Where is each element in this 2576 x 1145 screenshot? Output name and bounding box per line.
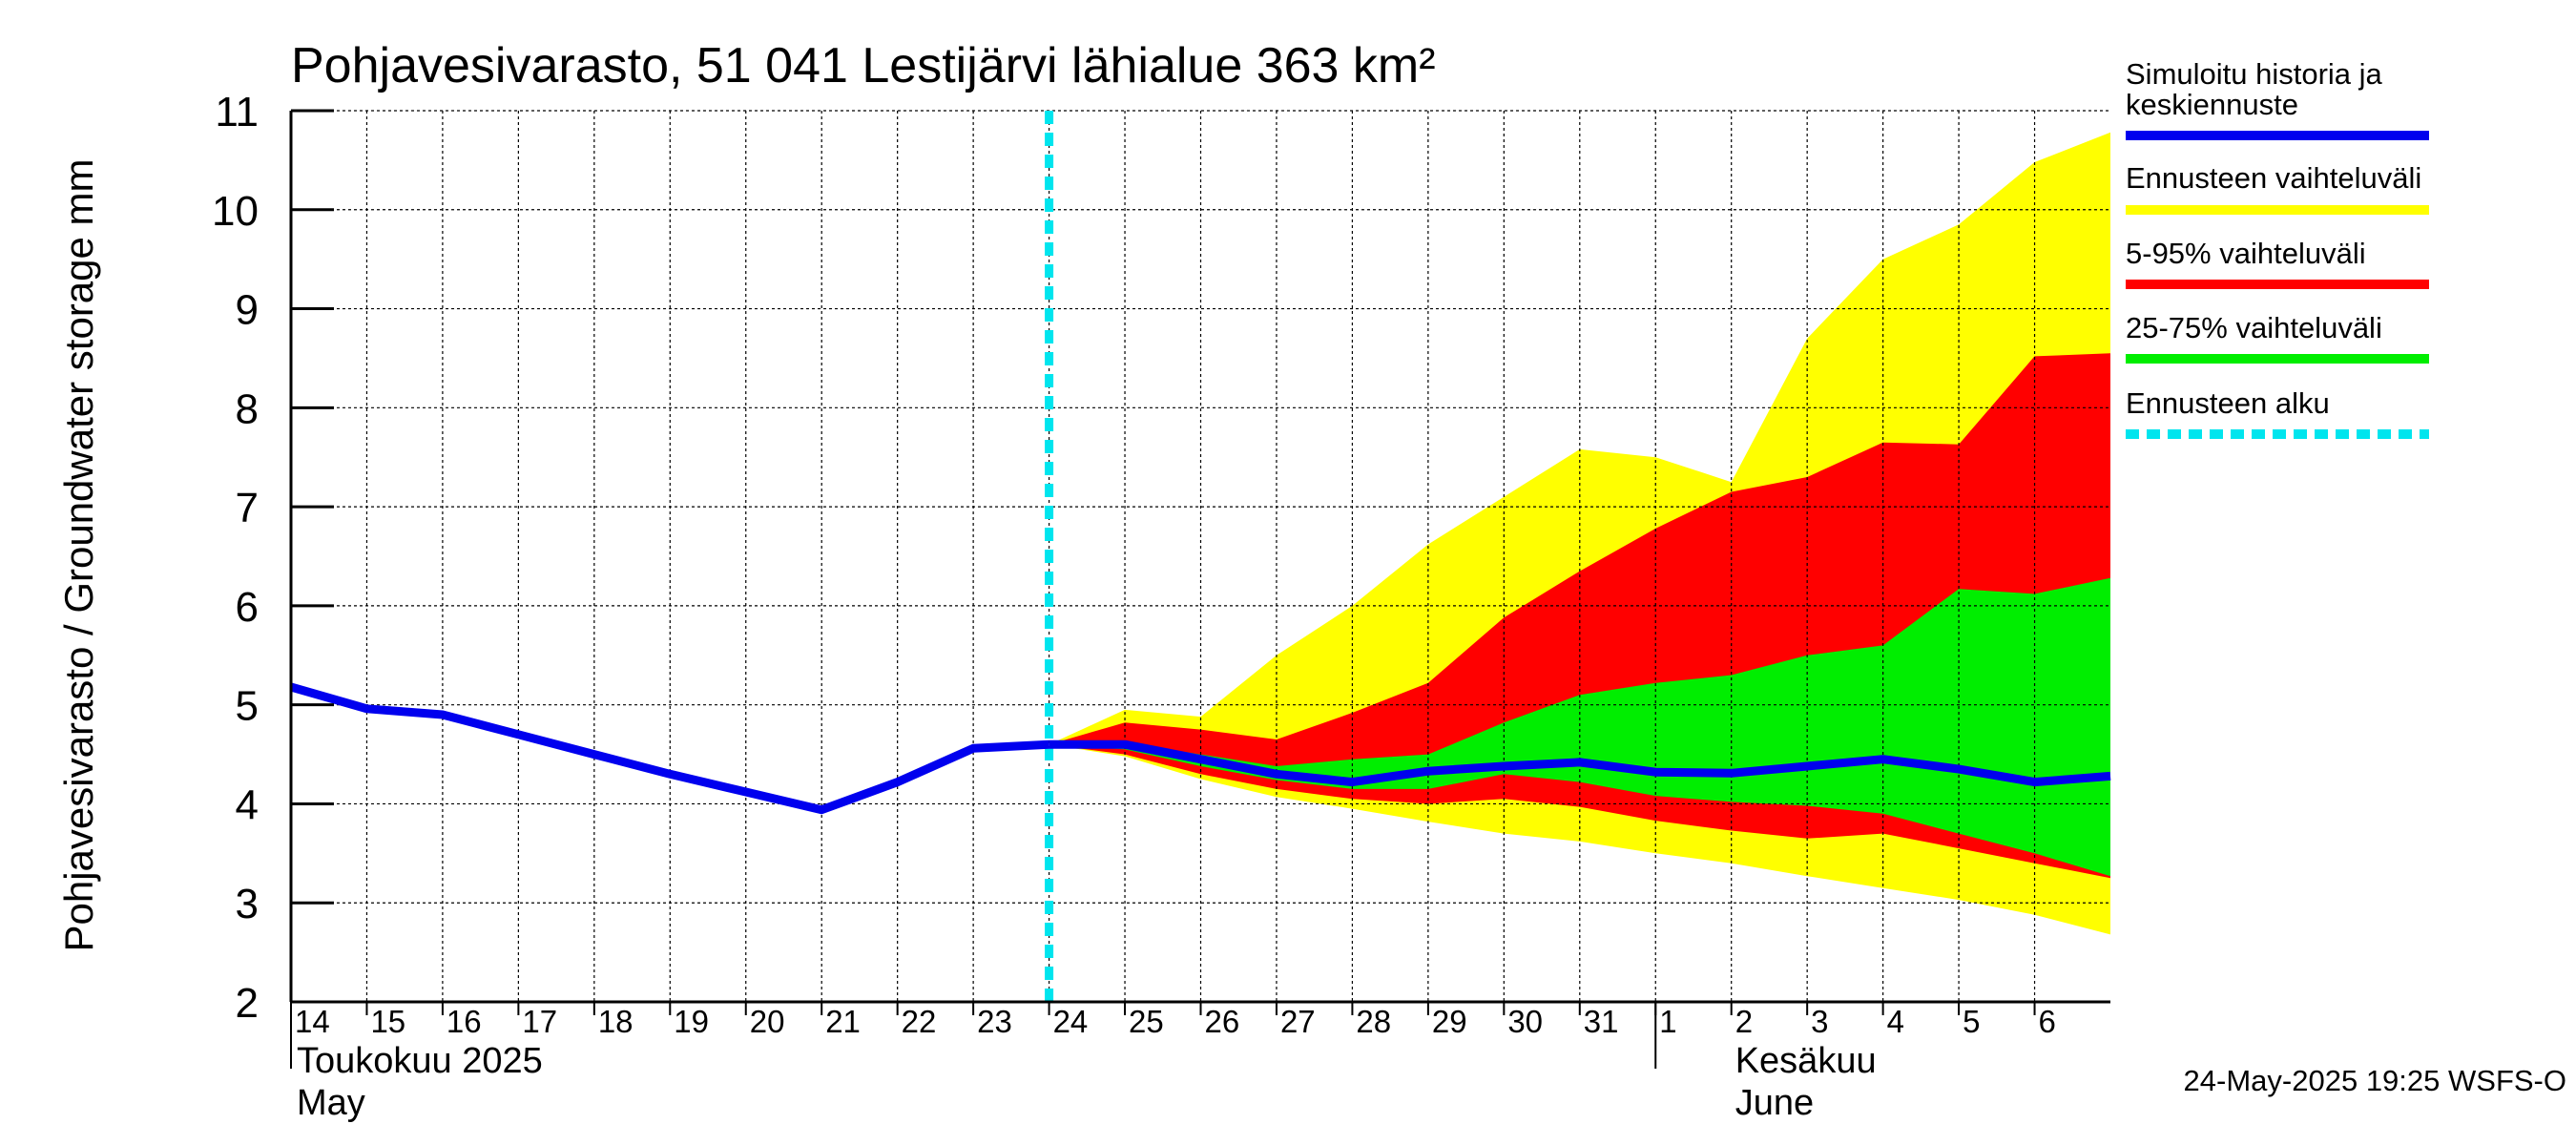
axes [289,109,2110,1069]
median-line [1049,739,2111,787]
y-tick-label: 7 [236,485,259,531]
x-tick-label: 4 [1887,1004,1904,1039]
x-tick-label: 23 [977,1004,1012,1039]
chart-title: Pohjavesivarasto, 51 041 Lestijärvi lähi… [291,38,1436,94]
legend-label: keskiennuste [2126,88,2298,121]
x-tick-label: 2 [1735,1004,1753,1039]
x-tick-label: 17 [522,1004,557,1039]
y-tick-label: 8 [236,385,259,432]
y-tick-label: 9 [236,287,259,334]
x-tick-label: 6 [2039,1004,2056,1039]
forecast-bands [1049,132,2110,935]
month-label-en: June [1735,1083,1814,1123]
x-tick-label: 3 [1811,1004,1828,1039]
y-tick-label: 4 [236,781,259,828]
x-tick-label: 28 [1356,1004,1391,1039]
legend-label: Ennusteen vaihteluväli [2126,161,2421,195]
legend-label: Ennusteen alku [2126,386,2330,420]
month-label: Toukokuu 2025 [297,1041,543,1081]
x-tick-label: 1 [1659,1004,1676,1039]
x-tick-label: 26 [1205,1004,1240,1039]
x-tick-label: 18 [598,1004,634,1039]
history-line [289,682,1049,815]
legend-label: 25-75% vaihteluväli [2126,311,2382,344]
x-tick-label: 30 [1507,1004,1543,1039]
x-tick-label: 5 [1963,1004,1980,1039]
y-tick-label: 5 [236,683,259,730]
x-tick-label: 15 [370,1004,405,1039]
x-tick-label: 14 [295,1004,330,1039]
y-tick-label: 11 [215,89,259,135]
y-tick-label: 3 [236,881,259,927]
x-tick-label: 20 [750,1004,785,1039]
x-tick-label: 19 [674,1004,709,1039]
legend-label: 5-95% vaihteluväli [2126,237,2366,270]
x-tick-label: 25 [1129,1004,1164,1039]
y-axis-label: Pohjavesivarasto / Groundwater storage m… [56,158,101,951]
x-tick-label: 31 [1584,1004,1619,1039]
series-lines [289,111,2111,1002]
x-tick-label: 16 [447,1004,482,1039]
y-tick-label: 6 [236,584,259,631]
x-tick-label: 24 [1053,1004,1089,1039]
y-tick-label: 10 [212,188,259,235]
month-label: Kesäkuu [1735,1041,1877,1081]
month-label-en: May [297,1083,365,1123]
band-2 [1049,577,2110,877]
footer-timestamp: 24-May-2025 19:25 WSFS-O [2184,1064,2566,1097]
x-tick-label: 21 [825,1004,861,1039]
legend-label: Simuloitu historia ja [2126,57,2383,91]
x-tick-label: 27 [1280,1004,1316,1039]
x-tick-label: 22 [902,1004,937,1039]
x-tick-label: 29 [1432,1004,1467,1039]
y-tick-label: 2 [236,980,259,1027]
